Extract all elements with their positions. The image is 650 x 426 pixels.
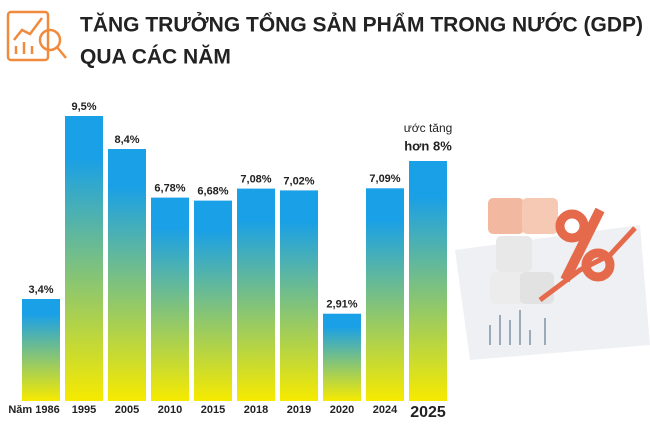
value-label: 7,02% bbox=[283, 175, 314, 187]
annotation: hơn 8% bbox=[404, 138, 452, 153]
value-label: 9,5% bbox=[71, 101, 96, 113]
bar bbox=[323, 313, 361, 401]
x-tick-label: 2025 bbox=[410, 404, 446, 421]
annotation: ước tăng bbox=[404, 121, 453, 135]
bar bbox=[151, 197, 189, 401]
bar bbox=[108, 149, 146, 401]
decorative-illustration bbox=[455, 198, 650, 360]
value-label: 6,68% bbox=[197, 186, 228, 198]
x-tick-label: 2005 bbox=[115, 404, 139, 416]
value-label: 2,91% bbox=[326, 299, 357, 311]
chart-title: TĂNG TRƯỞNG TỔNG SẢN PHẨM TRONG NƯỚC (GD… bbox=[80, 13, 643, 37]
title-icon bbox=[6, 10, 67, 62]
bar bbox=[237, 188, 275, 401]
x-tick-label: 1995 bbox=[72, 404, 96, 416]
value-label: 3,4% bbox=[28, 284, 53, 296]
bar bbox=[409, 161, 447, 401]
bar bbox=[366, 188, 404, 401]
chart-title: QUA CÁC NĂM bbox=[80, 46, 231, 69]
x-tick-label: 2024 bbox=[373, 404, 398, 416]
x-tick-label: 2019 bbox=[287, 404, 311, 416]
x-tick-label: 2020 bbox=[330, 404, 354, 416]
value-label: 8,4% bbox=[114, 134, 139, 146]
bar bbox=[280, 190, 318, 401]
bar bbox=[194, 200, 232, 401]
x-tick-label: 2015 bbox=[201, 404, 225, 416]
value-label: 7,09% bbox=[369, 173, 400, 185]
value-label: 6,78% bbox=[154, 183, 185, 195]
x-tick-label: 2010 bbox=[158, 404, 182, 416]
bar bbox=[65, 116, 103, 401]
value-label: 7,08% bbox=[240, 174, 271, 186]
x-tick-label: 2018 bbox=[244, 404, 268, 416]
bar bbox=[22, 299, 60, 401]
x-tick-label: Năm 1986 bbox=[8, 404, 59, 416]
